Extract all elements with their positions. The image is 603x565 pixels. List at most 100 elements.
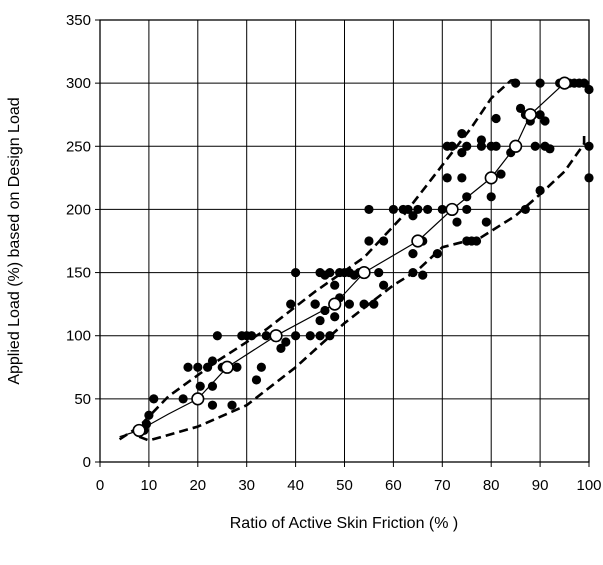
data-point: [305, 331, 315, 341]
data-point: [286, 299, 296, 309]
mean-point: [557, 76, 572, 90]
x-tick-label: 20: [189, 477, 206, 494]
data-point: [408, 249, 418, 259]
data-point: [545, 144, 555, 154]
data-point: [530, 141, 540, 151]
data-point: [462, 204, 472, 215]
data-point: [408, 211, 418, 221]
mean-point: [132, 423, 146, 438]
x-tick-label: 90: [532, 477, 549, 494]
data-point: [330, 280, 340, 290]
y-tick-label: 150: [66, 265, 91, 282]
data-point: [178, 394, 188, 404]
data-point: [310, 299, 320, 309]
data-point: [535, 110, 545, 120]
data-point: [183, 362, 193, 372]
data-point: [457, 129, 467, 139]
y-axis-title: Applied Load (%) based on Design Load: [6, 97, 23, 384]
data-point: [476, 141, 487, 151]
data-point: [344, 299, 354, 309]
curve-layer: [118, 78, 586, 442]
data-point: [413, 204, 423, 215]
data-point: [491, 141, 501, 151]
data-point: [540, 116, 550, 126]
data-point: [251, 375, 262, 385]
plot-area-frame: [99, 19, 590, 463]
data-point: [379, 236, 389, 246]
data-point: [491, 113, 501, 124]
data-point: [364, 236, 374, 246]
data-point: [149, 394, 159, 404]
mean-point: [509, 139, 523, 153]
y-tick-label: 200: [66, 201, 91, 218]
mean-trend-line: [119, 82, 585, 438]
data-point: [442, 173, 452, 183]
data-point: [457, 148, 467, 158]
y-tick-label: 50: [74, 391, 91, 408]
mean-point: [357, 265, 371, 280]
data-point: [315, 315, 325, 326]
data-point: [315, 331, 325, 341]
data-point: [457, 173, 467, 183]
data-point: [202, 362, 213, 372]
data-point: [462, 141, 472, 151]
data-point: [481, 217, 491, 227]
data-point: [515, 103, 526, 113]
data-point: [256, 362, 266, 372]
tick-labels: 0 10 20 30 40 50 60 70 80 90 100 0 50 100 150 200 250 300…: [66, 12, 602, 494]
mean-point: [328, 297, 342, 311]
data-point: [418, 270, 428, 280]
data-point: [452, 217, 462, 227]
data-point: [276, 343, 286, 353]
y-tick-label: 250: [66, 138, 91, 155]
x-tick-label: 0: [96, 477, 104, 494]
x-tick-label: 40: [287, 477, 304, 494]
dashed-bound-curve: [138, 133, 586, 442]
mean-point: [220, 360, 234, 374]
data-point: [144, 410, 154, 420]
data-point: [535, 185, 545, 196]
data-point: [374, 267, 384, 278]
data-point: [227, 400, 237, 410]
x-axis-title: Ratio of Active Skin Friction (% ): [230, 515, 459, 532]
y-tick-label: 300: [66, 75, 91, 92]
data-point: [447, 141, 457, 151]
data-point: [379, 280, 389, 290]
data-point: [246, 331, 257, 341]
data-point: [325, 331, 335, 341]
data-point: [437, 204, 447, 215]
mean-point: [445, 202, 459, 217]
mean-point: [269, 329, 283, 343]
points-layer: [132, 76, 594, 438]
x-tick-label: 30: [238, 477, 255, 494]
data-point: [511, 78, 521, 88]
data-point: [281, 337, 291, 347]
x-tick-label: 60: [385, 477, 402, 494]
data-point: [369, 299, 379, 309]
data-point: [232, 362, 242, 372]
mean-point: [484, 171, 498, 185]
dashed-bound-curve: [118, 78, 521, 441]
data-point: [388, 204, 398, 215]
data-point: [496, 169, 506, 179]
data-point: [520, 204, 531, 215]
data-point: [212, 331, 222, 341]
data-point: [535, 78, 545, 88]
data-point: [207, 356, 218, 366]
data-point: [423, 204, 433, 215]
data-point: [579, 78, 589, 88]
data-point: [403, 204, 413, 215]
x-tick-label: 80: [483, 477, 500, 494]
x-tick-label: 70: [434, 477, 451, 494]
data-point: [471, 236, 482, 246]
mean-point: [191, 392, 205, 406]
data-point: [207, 400, 218, 410]
y-tick-label: 100: [66, 328, 91, 345]
y-tick-label: 0: [83, 454, 91, 471]
data-point: [486, 192, 496, 202]
data-point: [291, 331, 301, 341]
data-point: [364, 204, 374, 215]
data-point: [261, 331, 271, 341]
x-tick-label: 100: [576, 477, 601, 494]
